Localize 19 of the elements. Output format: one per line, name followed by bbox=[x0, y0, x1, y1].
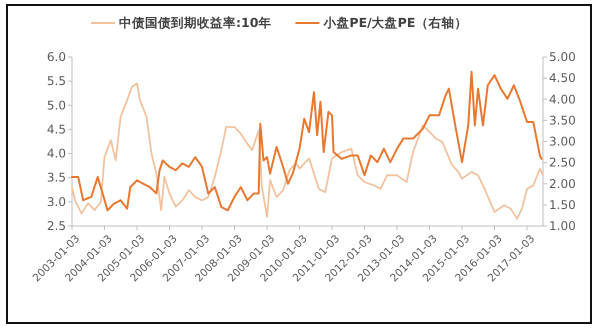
y2-tick-label: 3.50 bbox=[549, 113, 576, 128]
y-tick-label: 4.0 bbox=[46, 146, 66, 161]
y2-tick-label: 4.50 bbox=[549, 71, 576, 86]
y-tick-label: 2.5 bbox=[46, 219, 66, 233]
y-tick-label: 6.0 bbox=[46, 50, 66, 64]
y2-tick-label: 1.50 bbox=[549, 198, 576, 212]
y2-tick-label: 3.00 bbox=[549, 134, 576, 148]
y2-tick-label: 5.00 bbox=[549, 50, 576, 64]
y2-tick-label: 1.00 bbox=[549, 219, 576, 233]
y-tick-label: 4.5 bbox=[46, 122, 66, 136]
y2-tick-label: 4.00 bbox=[549, 92, 576, 106]
y-tick-label: 5.5 bbox=[46, 74, 66, 88]
y-tick-label: 3.5 bbox=[46, 170, 66, 185]
y2-tick-label: 2.50 bbox=[549, 156, 576, 170]
y-tick-label: 3.0 bbox=[46, 194, 66, 209]
y-tick-label: 5.0 bbox=[46, 98, 66, 112]
legend-label: 小盘PE/大盘PE（右轴） bbox=[322, 15, 468, 30]
y2-tick-label: 2.00 bbox=[549, 176, 576, 191]
legend-label: 中债国债到期收益率:10年 bbox=[119, 15, 272, 30]
